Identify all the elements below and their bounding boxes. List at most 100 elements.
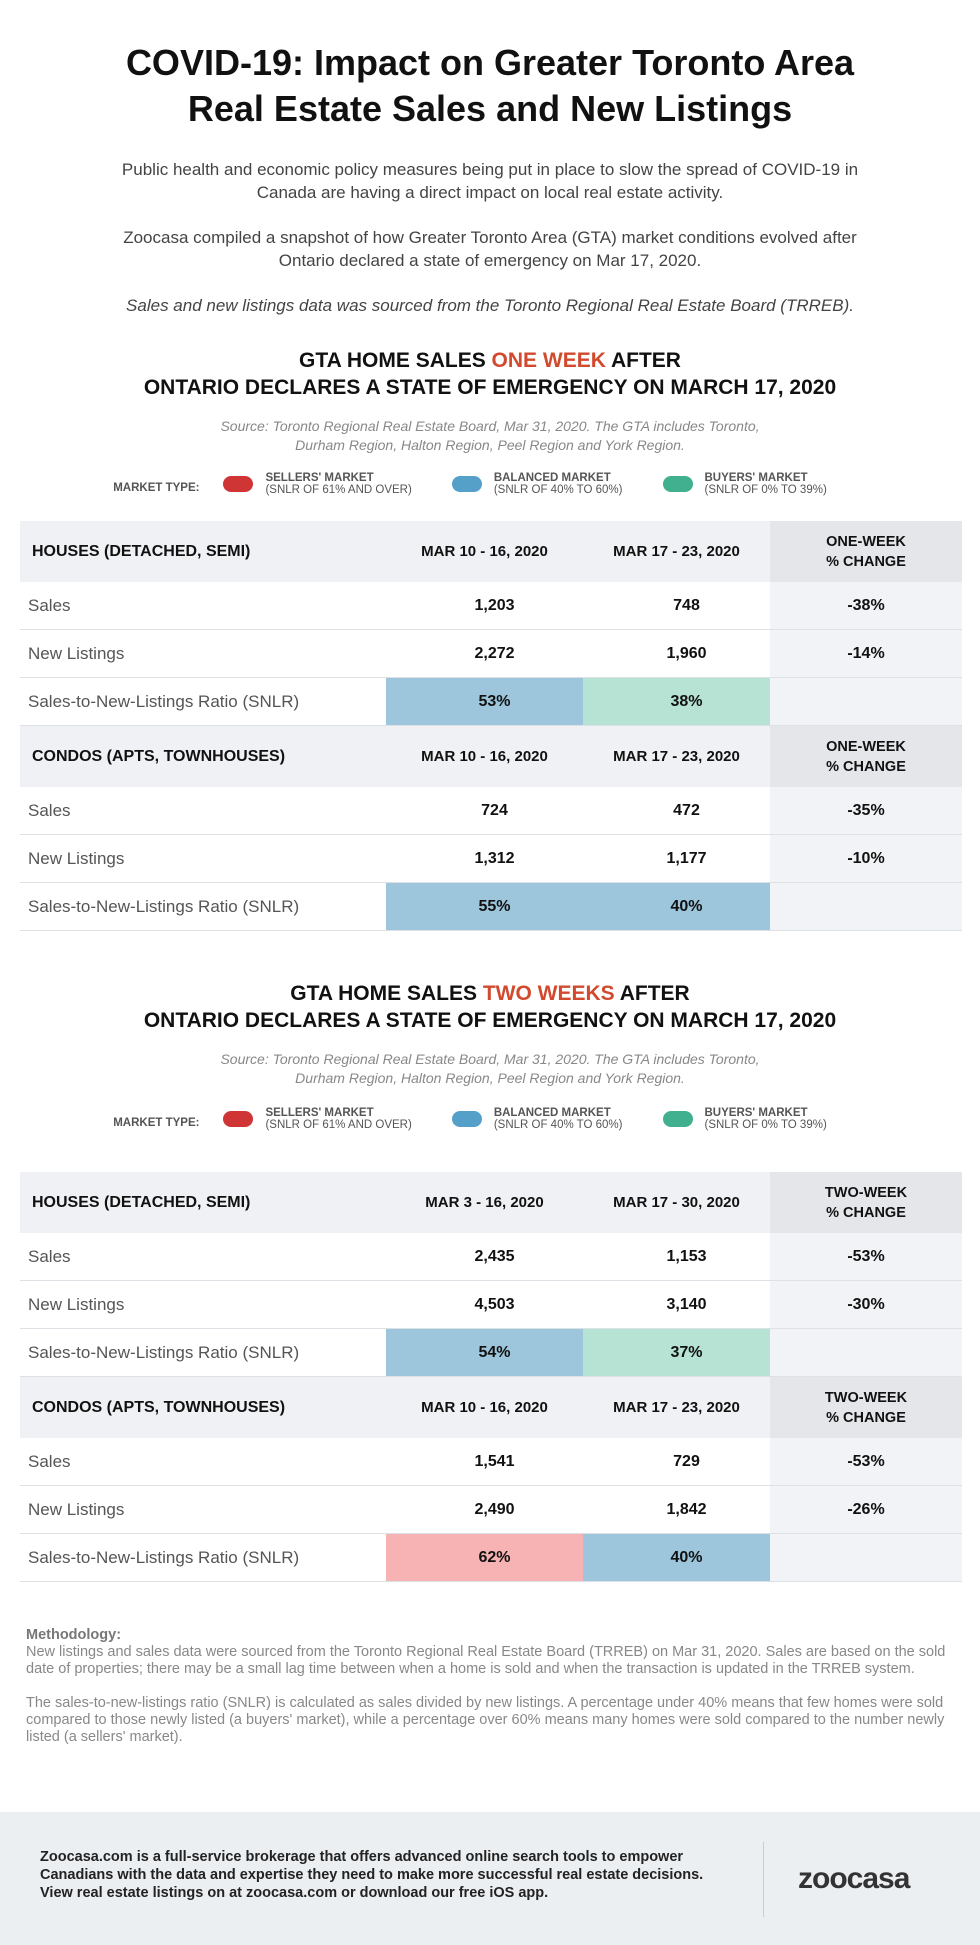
heading-text: AFTER [605,349,681,372]
methodology-paragraph: New listings and sales data were sourced… [26,1644,946,1677]
source-note: Source: Toronto Regional Real Estate Boa… [0,1050,980,1088]
table-cell: -30% [770,1281,962,1328]
table-cell: Sales [28,595,71,615]
heading-accent: ONE WEEK [491,349,606,372]
zoocasa-logo[interactable]: zoocasa [798,1862,910,1895]
table-cell: 1,203 [474,596,515,614]
legend-desc: (SNLR OF 40% TO 60%) [493,484,623,496]
table-row: Sales 2,435 1,153 -53% [20,1233,962,1281]
legend: MARKET TYPE: SELLERS' MARKET (SNLR OF 61% … [0,472,980,496]
table-cell: Sales-to-New-Listings Ratio (SNLR) [28,896,300,916]
column-header: MAR 17 - 30, 2020 [613,1194,740,1211]
table-header: CONDOS (APTS, TOWNHOUSES) MAR 10 - 16, 20… [20,1377,962,1438]
table-cell: Sales-to-New-Listings Ratio (SNLR) [28,1547,300,1567]
footer-divider [763,1842,764,1917]
legend-item: SELLERS' MARKET (SNLR OF 61% AND OVER) [223,472,412,496]
source-line: Source: Toronto Regional Real Estate Boa… [220,1051,760,1067]
methodology: Methodology: New listings and sales data… [26,1627,956,1746]
legend-item: BUYERS' MARKET (SNLR OF 0% TO 39%) [662,472,827,496]
legend-name: BALANCED MARKET [493,472,611,484]
table-cell: Sales-to-New-Listings Ratio (SNLR) [28,691,300,711]
column-header: TWO-WEEK % CHANGE [770,1172,962,1233]
table-cell: Sales-to-New-Listings Ratio (SNLR) [28,1342,300,1362]
footer-line: Canadians with the data and expertise th… [40,1867,704,1883]
table-cell: 2,435 [474,1247,515,1265]
table-cell: 748 [673,596,700,614]
heading-text: ONTARIO DECLARES A STATE OF EMERGENCY ON… [143,376,837,399]
legend-desc: (SNLR OF 0% TO 39%) [704,1119,827,1131]
table-cell: 1,541 [474,1452,515,1470]
column-header: MAR 10 - 16, 2020 [421,543,548,560]
page-title: COVID-19: Impact on Greater Toronto Area… [0,40,980,132]
table-row: New Listings 2,272 1,960 -14% [20,630,962,678]
legend-name: SELLERS' MARKET [265,472,374,484]
column-header: ONE-WEEK % CHANGE [770,726,962,787]
heading-accent: TWO WEEKS [482,982,615,1005]
source-note: Source: Toronto Regional Real Estate Boa… [0,417,980,455]
table-cell: 1,842 [666,1500,707,1518]
heading-text: GTA HOME SALES [299,349,492,372]
title-line-1: COVID-19: Impact on Greater Toronto Area [125,42,855,83]
table-cell: New Listings [28,643,125,663]
table-cell: 1,960 [666,644,707,662]
footer-text: Zoocasa.com is a full-service brokerage … [40,1848,703,1902]
table-cell: 3,140 [666,1295,707,1313]
heading-text: AFTER [614,982,690,1005]
table-row: Sales 724 472 -35% [20,787,962,835]
legend-desc: (SNLR OF 40% TO 60%) [493,1119,623,1131]
table-cell: 724 [481,801,508,819]
table-cell: 2,272 [474,644,515,662]
table-cell [770,883,962,930]
section-heading: GTA HOME SALES TWO WEEKS AFTER ONTARIO DE… [0,980,980,1034]
table-cell [770,1329,962,1376]
table-cell: 55% [386,883,583,930]
column-header: TWO-WEEK % CHANGE [770,1377,962,1438]
column-header: ONE-WEEK % CHANGE [770,521,962,582]
table-cell: -10% [770,835,962,882]
column-header: MAR 10 - 16, 2020 [421,748,548,765]
table-row: Sales 1,541 729 -53% [20,1438,962,1486]
footer-line: View real estate listings on at zoocasa.… [40,1885,549,1901]
table-row: New Listings 4,503 3,140 -30% [20,1281,962,1329]
table-header: CONDOS (APTS, TOWNHOUSES) MAR 10 - 16, 20… [20,726,962,787]
intro-note: Sales and new listings data was sourced … [126,296,854,315]
data-table: HOUSES (DETACHED, SEMI) MAR 10 - 16, 2020… [20,521,962,931]
table-header: HOUSES (DETACHED, SEMI) MAR 10 - 16, 2020… [20,521,962,582]
footer-line: Zoocasa.com is a full-service brokerage … [40,1849,684,1865]
table-cell: 37% [583,1329,770,1376]
table-cell [770,678,962,725]
legend-swatch [451,1111,482,1127]
table-cell: 472 [673,801,700,819]
legend-label: MARKET TYPE: [113,482,200,494]
table-cell: -53% [770,1438,962,1485]
table-cell: -35% [770,787,962,834]
source-line: Durham Region, Halton Region, Peel Regio… [295,437,685,453]
legend-desc: (SNLR OF 61% AND OVER) [265,484,412,496]
legend-item: SELLERS' MARKET (SNLR OF 61% AND OVER) [223,1107,412,1131]
table-row: New Listings 1,312 1,177 -10% [20,835,962,883]
source-line: Source: Toronto Regional Real Estate Boa… [220,418,760,434]
table-cell: New Listings [28,1294,125,1314]
legend-name: BUYERS' MARKET [704,472,808,484]
table-cell: 1,153 [666,1247,707,1265]
column-header: CONDOS (APTS, TOWNHOUSES) [32,1398,286,1416]
table-cell: -14% [770,630,962,677]
column-header: MAR 10 - 16, 2020 [421,1399,548,1416]
table-cell: New Listings [28,1499,125,1519]
table-row: Sales 1,203 748 -38% [20,582,962,630]
table-cell: 1,312 [474,849,515,867]
table-cell: 40% [583,1534,770,1581]
column-header: HOUSES (DETACHED, SEMI) [32,542,251,560]
legend-item: BUYERS' MARKET (SNLR OF 0% TO 39%) [662,1107,827,1131]
table-cell: Sales [28,1451,71,1471]
table-cell: 62% [386,1534,583,1581]
legend-swatch [223,476,254,492]
table-cell: -53% [770,1233,962,1280]
table-row: Sales-to-New-Listings Ratio (SNLR) 55% 40% [20,883,962,931]
table-cell: New Listings [28,848,125,868]
legend-name: BUYERS' MARKET [704,1107,808,1119]
intro: Public health and economic policy measur… [0,158,980,317]
legend-item: BALANCED MARKET (SNLR OF 40% TO 60%) [451,472,623,496]
legend-label: MARKET TYPE: [113,1117,200,1129]
table-row: Sales-to-New-Listings Ratio (SNLR) 62% 40% [20,1534,962,1582]
